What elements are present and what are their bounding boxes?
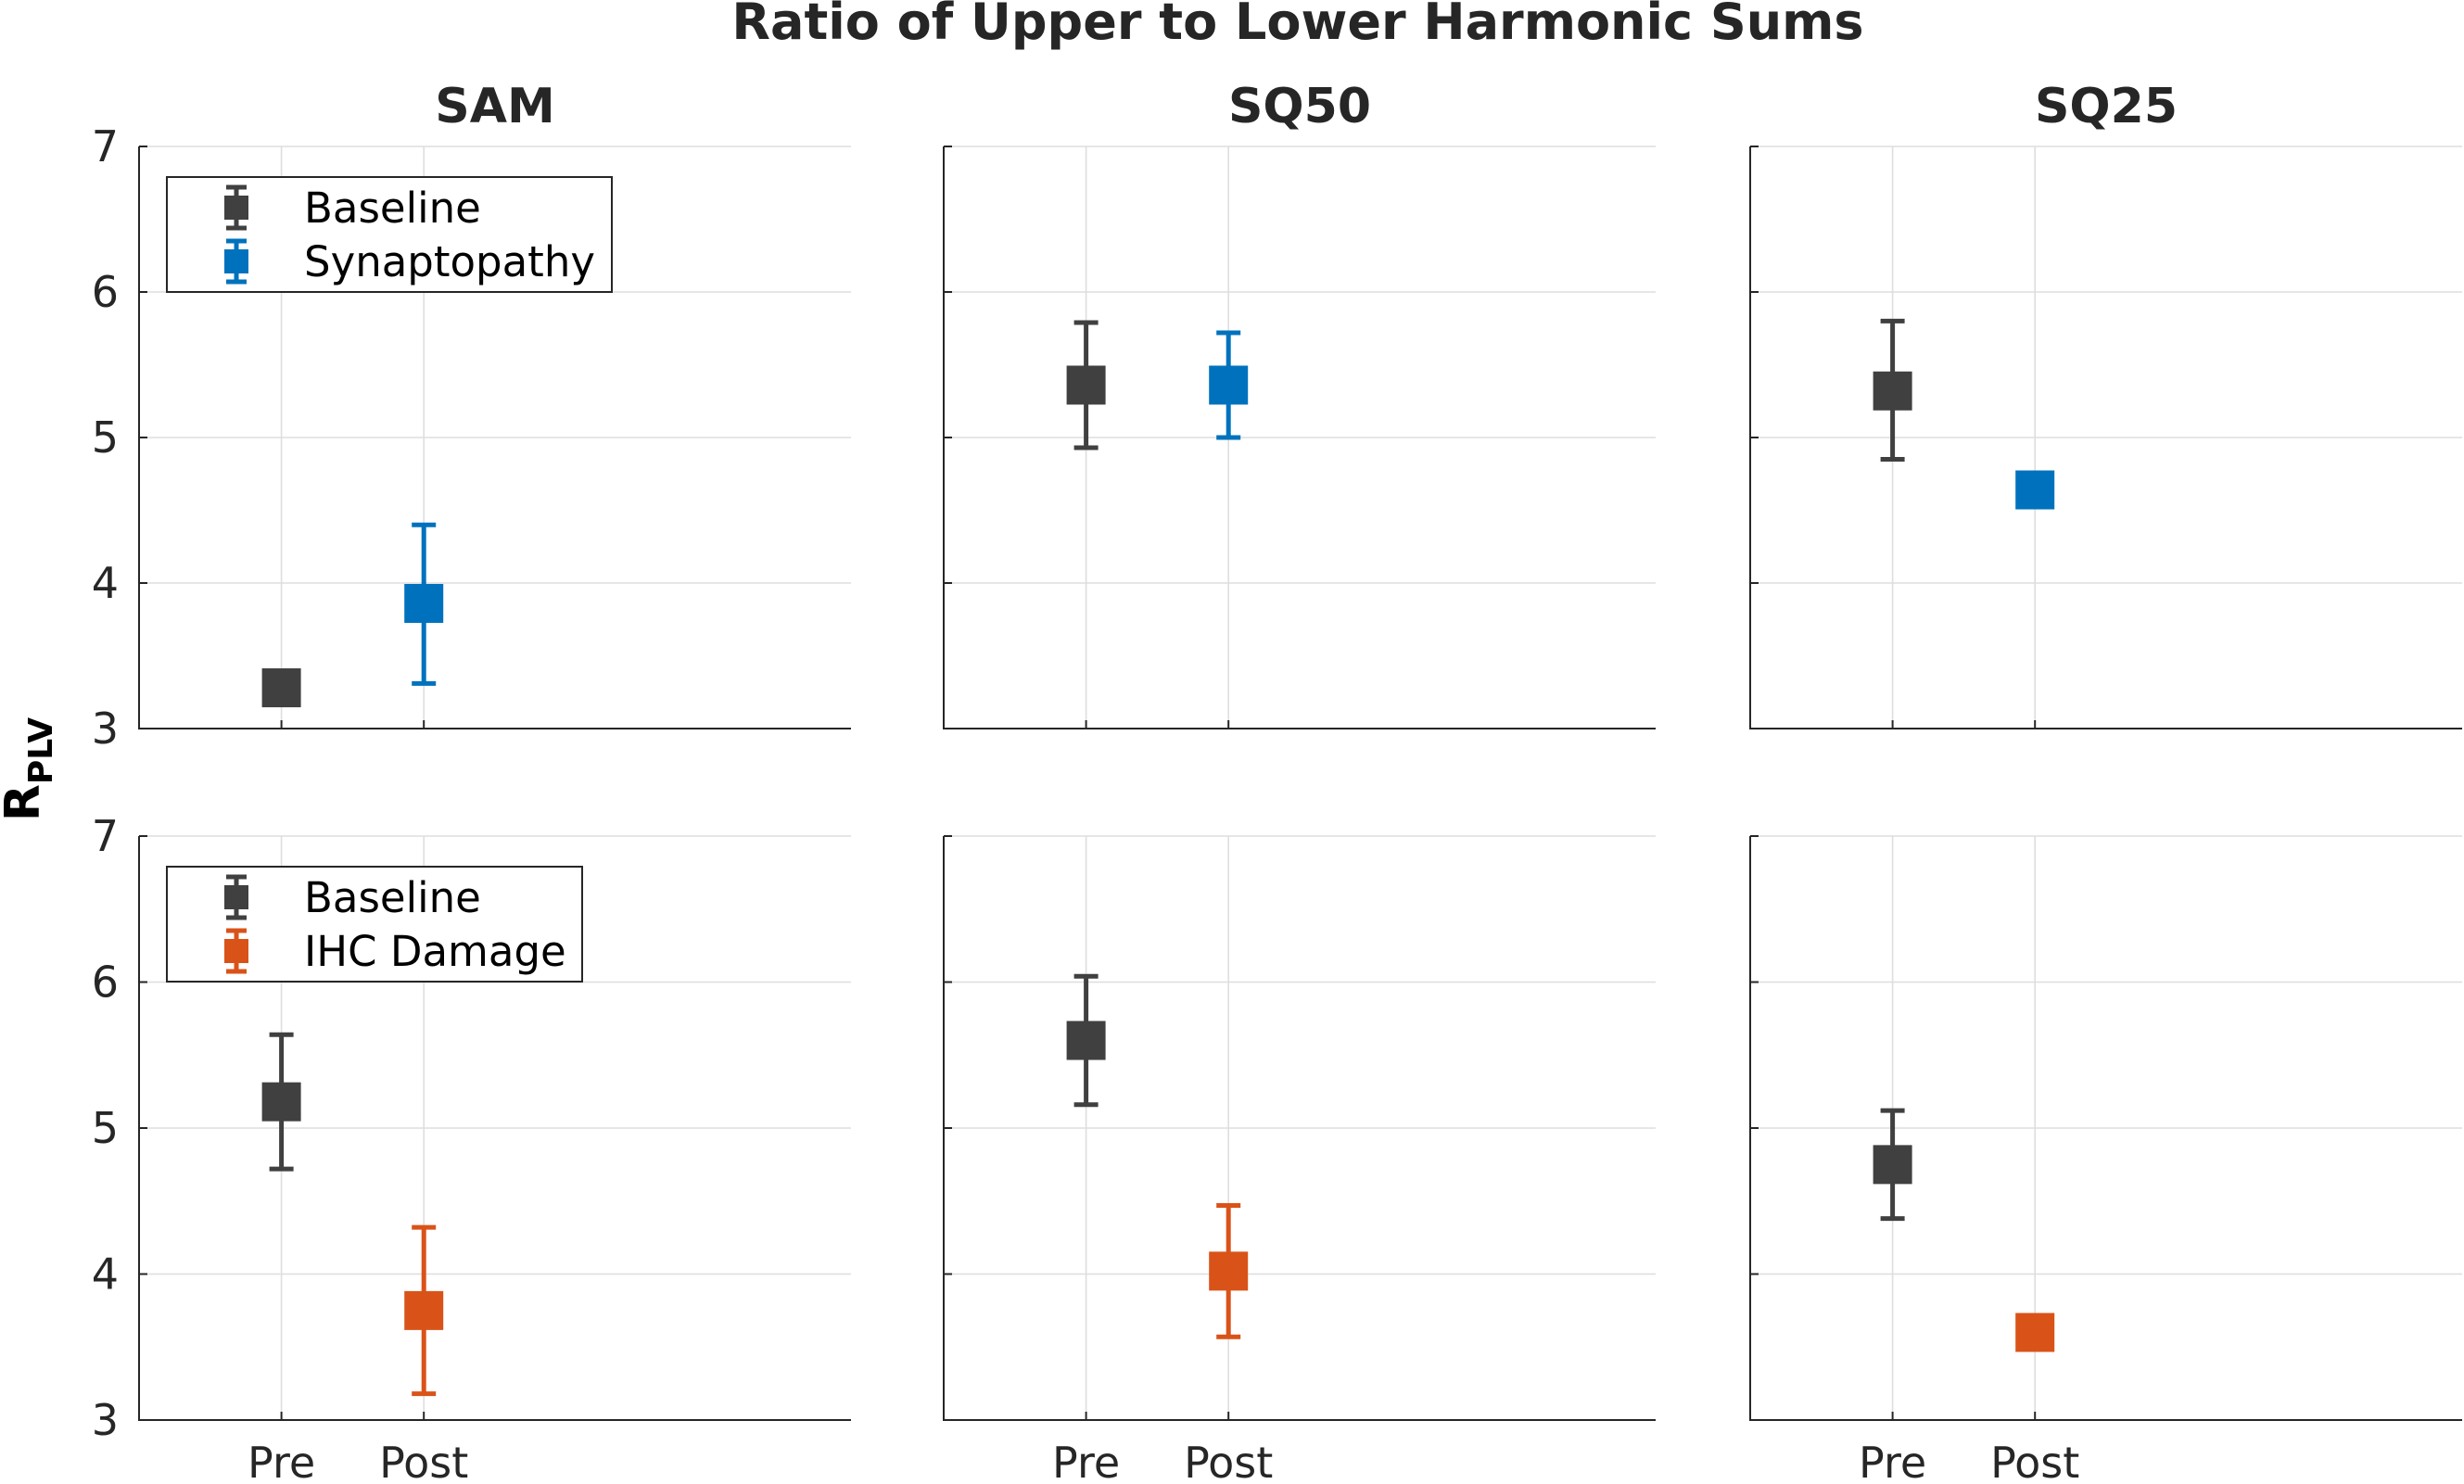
data-point-marker bbox=[1066, 365, 1106, 405]
panel-6: Pre Post bbox=[1749, 835, 2462, 1484]
panel-title: SQ50 bbox=[1228, 79, 1371, 134]
data-point-marker bbox=[1873, 371, 1912, 411]
y-axis-label-subscript: PLV bbox=[22, 717, 60, 784]
data-point-marker bbox=[1873, 1145, 1912, 1185]
legend-marker bbox=[224, 885, 248, 909]
data-point-marker bbox=[1209, 1251, 1249, 1291]
y-tick-label: 7 bbox=[92, 121, 119, 171]
data-point-marker bbox=[1066, 1021, 1106, 1060]
data-point-marker bbox=[2015, 1313, 2055, 1352]
data-point-marker bbox=[2015, 470, 2055, 510]
y-axis-label: RPLV bbox=[0, 717, 60, 821]
x-tick-label: Post bbox=[1184, 1438, 1273, 1484]
y-tick-label: 4 bbox=[92, 1249, 119, 1300]
y-tick-label: 6 bbox=[92, 958, 119, 1008]
x-tick-label: Pre bbox=[248, 1438, 315, 1484]
y-tick-label: 3 bbox=[92, 704, 119, 754]
legend-label: Synaptopathy bbox=[304, 237, 595, 286]
legend-marker bbox=[224, 249, 248, 273]
data-point-marker bbox=[404, 583, 444, 623]
panel-2: SQ50 bbox=[943, 79, 1656, 729]
x-tick-label: Pre bbox=[1859, 1438, 1926, 1484]
x-tick-label: Pre bbox=[1052, 1438, 1120, 1484]
data-point-marker bbox=[261, 1082, 301, 1122]
panel-4: 3 4 5 6 7 Pre Post Baseline IHC Damage bbox=[92, 811, 851, 1484]
panel-title: SQ25 bbox=[2035, 79, 2178, 134]
svg-text:RPLV: RPLV bbox=[0, 717, 60, 821]
data-point-marker bbox=[261, 668, 301, 708]
figure-title: Ratio of Upper to Lower Harmonic Sums bbox=[731, 0, 1863, 51]
y-tick-label: 3 bbox=[92, 1395, 119, 1445]
panel-5: Pre Post bbox=[943, 835, 1656, 1484]
y-tick-label: 6 bbox=[92, 267, 119, 317]
y-tick-label: 4 bbox=[92, 558, 119, 608]
y-axis-label-main: R bbox=[0, 784, 51, 821]
panel-title: SAM bbox=[435, 79, 554, 134]
legend-label: Baseline bbox=[304, 873, 481, 922]
data-point-marker bbox=[404, 1290, 444, 1330]
y-tick-label: 5 bbox=[92, 412, 119, 463]
legend-marker bbox=[224, 939, 248, 963]
x-tick-label: Post bbox=[1990, 1438, 2079, 1484]
legend-label: IHC Damage bbox=[304, 927, 566, 976]
data-point-marker bbox=[1209, 365, 1249, 405]
y-tick-label: 5 bbox=[92, 1103, 119, 1153]
legend-label: Baseline bbox=[304, 184, 481, 233]
y-tick-label: 7 bbox=[92, 811, 119, 861]
x-tick-label: Post bbox=[379, 1438, 468, 1484]
legend-marker bbox=[224, 196, 248, 220]
panel-3: SQ25 bbox=[1749, 79, 2462, 729]
